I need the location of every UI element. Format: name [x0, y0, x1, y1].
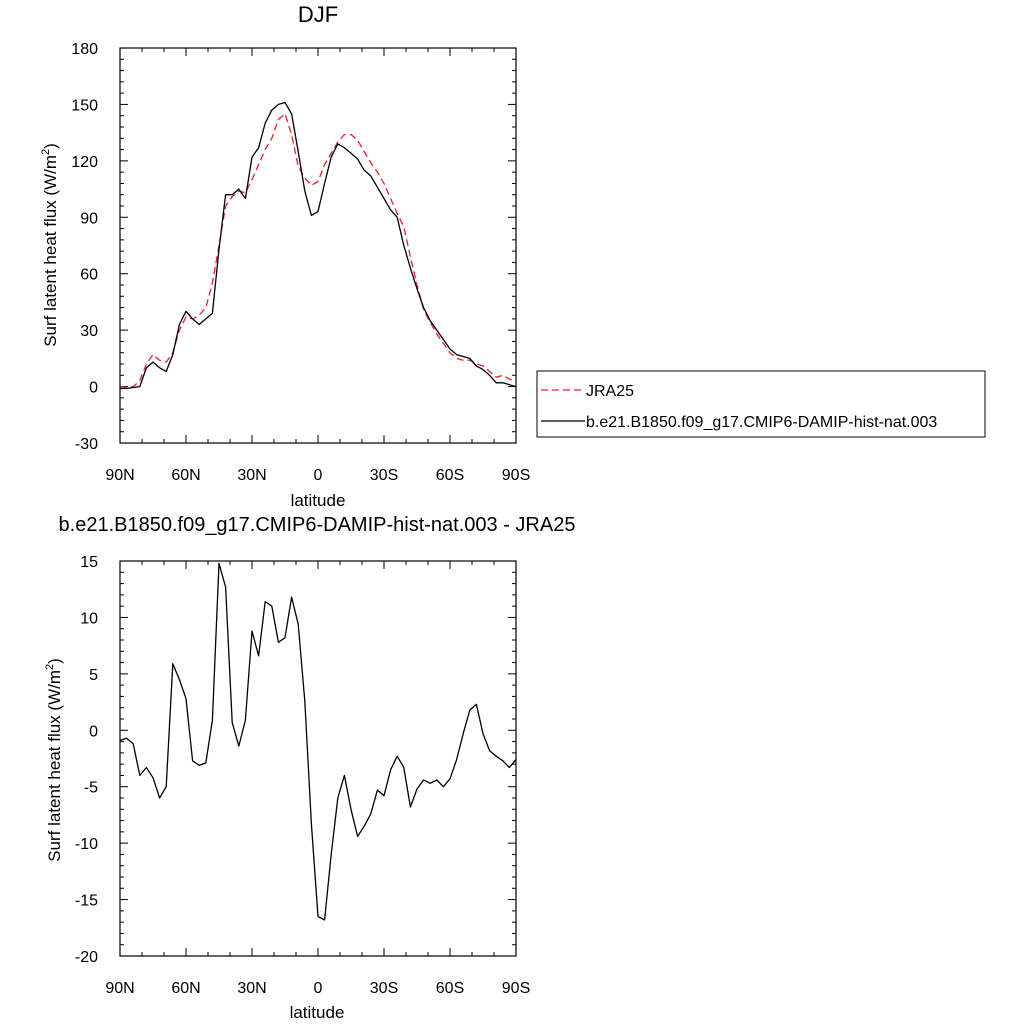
- x-tick-label: 30N: [237, 467, 266, 484]
- x-tick-labels-djf: 90N 60N 30N 0 30S 60S 90S: [105, 467, 530, 484]
- legend: JRA25 b.e21.B1850.f09_g17.CMIP6-DAMIP-hi…: [536, 370, 986, 438]
- y-tick-label: 30: [80, 323, 98, 340]
- y-tick-label: 60: [80, 267, 98, 284]
- axis-ticks-difference: [119, 560, 517, 957]
- y-axis-label-sup: 2: [40, 149, 52, 155]
- plot-frame-djf: [119, 47, 517, 444]
- x-tick-label: 60S: [436, 980, 464, 997]
- x-tick-label: 90S: [502, 467, 530, 484]
- y-tick-label: -10: [75, 836, 98, 853]
- y-tick-label: 5: [89, 667, 98, 684]
- y-axis-label-main: Surf latent heat flux (W/m: [45, 670, 64, 862]
- chart-panel-difference: b.e21.B1850.f09_g17.CMIP6-DAMIP-hist-nat…: [44, 514, 575, 1022]
- legend-box: [536, 370, 986, 438]
- y-axis-label-tail: ): [41, 143, 60, 149]
- y-tick-label: 180: [71, 41, 98, 58]
- x-axis-label-difference: latitude: [290, 1003, 345, 1022]
- series-line-difference: [119, 562, 517, 921]
- x-tick-label: 90N: [105, 980, 134, 997]
- y-tick-labels-difference: -20 -15 -10 -5 0 5 10 15: [75, 554, 98, 966]
- x-tick-label: 0: [314, 980, 323, 997]
- x-tick-label: 60N: [171, 980, 200, 997]
- y-tick-label: -20: [75, 949, 98, 966]
- x-tick-label: 60N: [171, 467, 200, 484]
- y-axis-label-sup: 2: [44, 664, 56, 670]
- y-axis-label-difference: Surf latent heat flux (W/m2): [44, 658, 64, 862]
- x-tick-label: 60S: [436, 467, 464, 484]
- legend-label-jra25: JRA25: [586, 383, 634, 400]
- x-tick-label: 90N: [105, 467, 134, 484]
- x-tick-label: 30S: [370, 980, 398, 997]
- axis-ticks-djf: [119, 47, 517, 444]
- series-line-model: [120, 101, 517, 390]
- chart-panel-djf: DJF Surf latent heat flux (W/m2) latitud…: [40, 2, 530, 510]
- x-tick-label: 0: [314, 467, 323, 484]
- x-tick-labels-difference: 90N 60N 30N 0 30S 60S 90S: [105, 980, 530, 997]
- y-axis-label-main: Surf latent heat flux (W/m: [41, 155, 60, 347]
- x-tick-label: 30N: [237, 980, 266, 997]
- x-tick-label: 90S: [502, 980, 530, 997]
- y-axis-label-tail: ): [45, 658, 64, 664]
- x-tick-label: 30S: [370, 467, 398, 484]
- y-tick-label: 90: [80, 210, 98, 227]
- series-lines-difference: [119, 562, 517, 921]
- y-tick-label: 0: [89, 723, 98, 740]
- y-axis-label-djf: Surf latent heat flux (W/m2): [40, 143, 60, 347]
- series-line-jra25: [119, 113, 517, 389]
- series-lines-djf: [119, 101, 517, 390]
- y-tick-labels-djf: -30 0 30 60 90 120 150 180: [71, 41, 98, 453]
- y-tick-label: 0: [89, 380, 98, 397]
- chart-title-difference: b.e21.B1850.f09_g17.CMIP6-DAMIP-hist-nat…: [59, 514, 576, 536]
- y-tick-label: 10: [80, 610, 98, 627]
- y-tick-label: -15: [75, 893, 98, 910]
- y-tick-label: -30: [75, 436, 98, 453]
- y-tick-label: 120: [71, 154, 98, 171]
- y-tick-label: 15: [80, 554, 98, 571]
- legend-label-model: b.e21.B1850.f09_g17.CMIP6-DAMIP-hist-nat…: [586, 414, 937, 431]
- x-axis-label-djf: latitude: [291, 491, 346, 510]
- plot-frame-difference: [119, 560, 517, 957]
- y-tick-label: -5: [84, 780, 98, 797]
- y-tick-label: 150: [71, 97, 98, 114]
- chart-title-djf: DJF: [298, 2, 338, 27]
